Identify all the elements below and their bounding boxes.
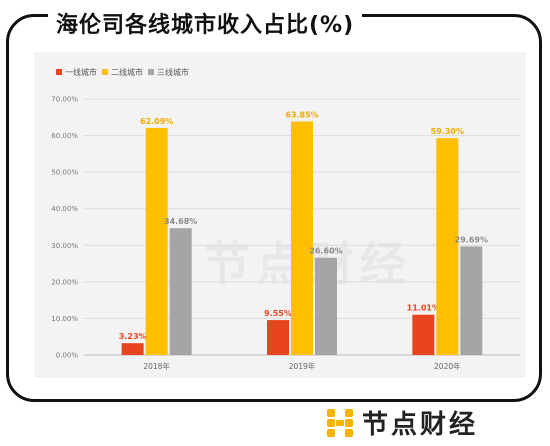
data-label: 62.09% (140, 117, 173, 126)
x-tick-label: 2020年 (434, 361, 461, 371)
data-label: 9.55% (264, 309, 292, 318)
bar (121, 343, 144, 355)
y-tick-label: 40.00% (51, 205, 78, 213)
y-tick-label: 70.00% (51, 96, 78, 104)
y-tick-label: 10.00% (51, 315, 78, 323)
legend-label: 一线城市 (65, 67, 97, 77)
data-label: 26.60% (309, 247, 342, 256)
bar (291, 121, 313, 356)
y-tick-label: 60.00% (51, 132, 78, 140)
legend-label: 三线城市 (157, 67, 189, 77)
bar (169, 228, 192, 355)
legend-swatch (102, 69, 108, 75)
legend-swatch (148, 69, 154, 75)
x-tick-label: 2019年 (289, 361, 316, 371)
bar (412, 314, 435, 355)
bar (145, 127, 168, 355)
data-label: 11.01% (407, 304, 440, 313)
y-tick-label: 30.00% (51, 242, 78, 250)
footer-logo: 节点财经 (326, 404, 478, 441)
title-box: 海伦司各线城市收入占比(%) (48, 6, 363, 40)
data-label: 29.69% (455, 235, 488, 244)
chart-title: 海伦司各线城市收入占比(%) (56, 13, 355, 38)
bar-chart: 一线城市 二线城市 三线城市 0.00% 10.00% 20.00% 30.00% 40.00… (51, 67, 520, 371)
bar (267, 320, 289, 355)
chart-area: 节点财经 一线城市二线城市三线城市0.00%10.00%20.00%30.00%… (34, 52, 526, 378)
data-label: 59.30% (431, 127, 464, 136)
data-label: 63.85% (285, 110, 318, 119)
bar (315, 257, 337, 355)
x-tick-label: 2018年 (143, 361, 170, 371)
data-label: 3.23% (119, 332, 147, 341)
logo-text: 节点财经 (362, 410, 479, 440)
bar (436, 138, 459, 355)
data-label: 34.68% (164, 217, 197, 226)
legend-swatch (56, 69, 62, 75)
bar (460, 246, 483, 355)
y-tick-label: 0.00% (56, 352, 79, 360)
y-tick-label: 20.00% (51, 278, 78, 286)
brand-logo-icon (327, 408, 353, 437)
y-tick-label: 50.00% (51, 169, 78, 177)
legend-label: 二线城市 (111, 67, 143, 77)
